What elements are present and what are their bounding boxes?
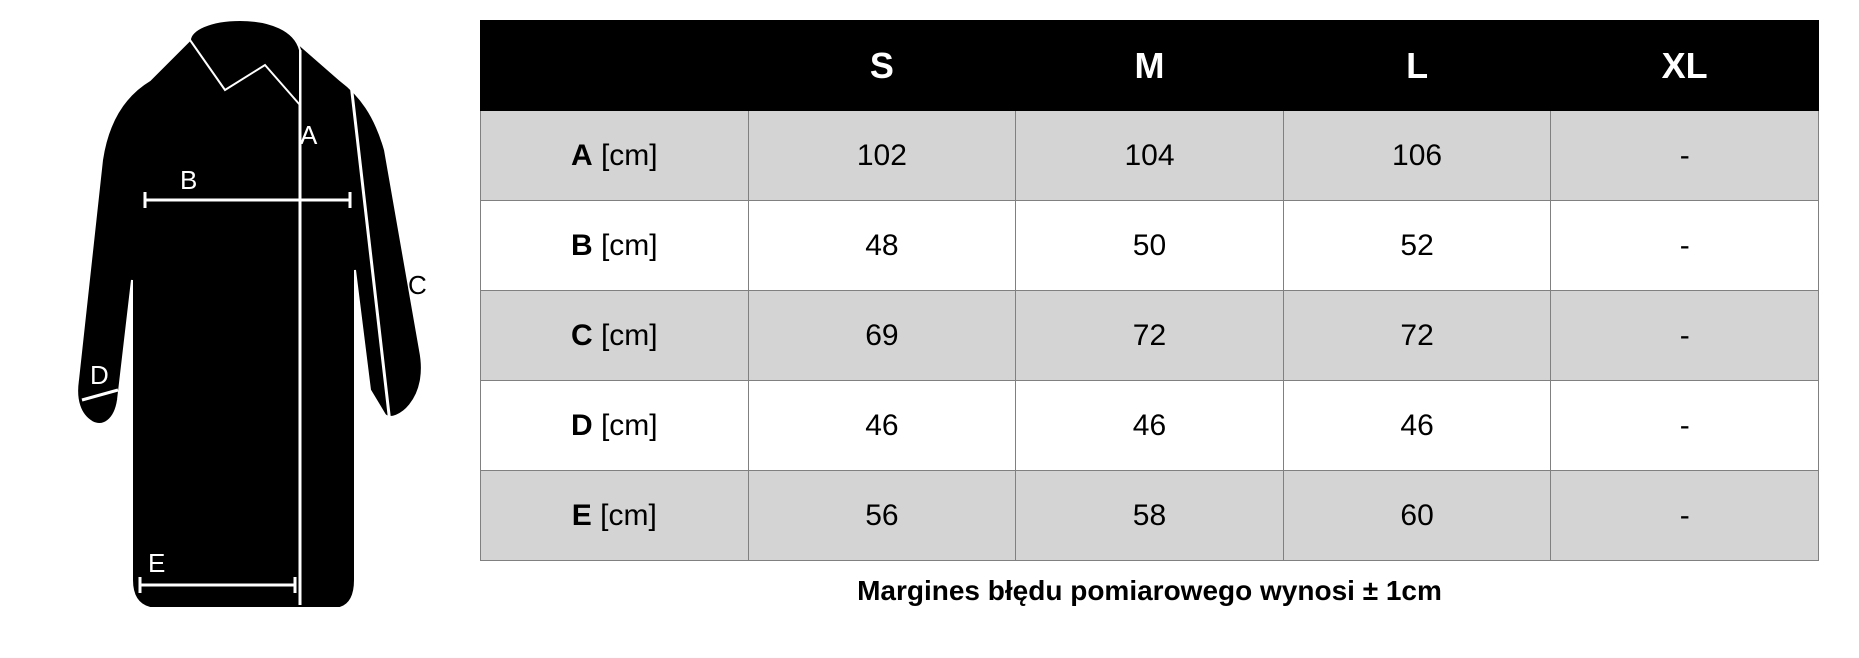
cell: 52 (1283, 201, 1551, 291)
row-label-b: B [cm] (481, 201, 749, 291)
header-size-s: S (748, 21, 1016, 111)
row-label-c: C [cm] (481, 291, 749, 381)
size-chart-layout: A B C D E S M L XL A [cm] 102 104 (40, 20, 1819, 620)
size-table-body: A [cm] 102 104 106 - B [cm] 48 50 52 - C… (481, 111, 1819, 561)
size-table: S M L XL A [cm] 102 104 106 - B [cm] 48 (480, 20, 1819, 561)
cell: - (1551, 111, 1819, 201)
cell: 46 (1283, 381, 1551, 471)
table-row: E [cm] 56 58 60 - (481, 471, 1819, 561)
cell: - (1551, 471, 1819, 561)
table-row: A [cm] 102 104 106 - (481, 111, 1819, 201)
cell: 46 (1016, 381, 1284, 471)
header-size-l: L (1283, 21, 1551, 111)
diagram-label-a: A (300, 120, 317, 151)
cell: - (1551, 291, 1819, 381)
garment-svg (40, 20, 440, 620)
diagram-label-c: C (408, 270, 427, 301)
cell: 69 (748, 291, 1016, 381)
cell: 72 (1016, 291, 1284, 381)
cell: 72 (1283, 291, 1551, 381)
measurement-footnote: Margines błędu pomiarowego wynosi ± 1cm (480, 575, 1819, 607)
header-size-xl: XL (1551, 21, 1819, 111)
table-row: C [cm] 69 72 72 - (481, 291, 1819, 381)
cell: 48 (748, 201, 1016, 291)
cell: - (1551, 381, 1819, 471)
cell: 56 (748, 471, 1016, 561)
table-container: S M L XL A [cm] 102 104 106 - B [cm] 48 (480, 20, 1819, 607)
cell: 60 (1283, 471, 1551, 561)
diagram-label-e: E (148, 548, 165, 579)
diagram-label-d: D (90, 360, 109, 391)
cell: 58 (1016, 471, 1284, 561)
cell: 104 (1016, 111, 1284, 201)
header-row: S M L XL (481, 21, 1819, 111)
cell: 50 (1016, 201, 1284, 291)
cell: 106 (1283, 111, 1551, 201)
header-size-m: M (1016, 21, 1284, 111)
cell: 46 (748, 381, 1016, 471)
row-label-d: D [cm] (481, 381, 749, 471)
garment-diagram: A B C D E (40, 20, 440, 620)
row-label-a: A [cm] (481, 111, 749, 201)
table-row: B [cm] 48 50 52 - (481, 201, 1819, 291)
diagram-label-b: B (180, 165, 197, 196)
header-blank (481, 21, 749, 111)
table-row: D [cm] 46 46 46 - (481, 381, 1819, 471)
size-table-header: S M L XL (481, 21, 1819, 111)
cell: 102 (748, 111, 1016, 201)
row-label-e: E [cm] (481, 471, 749, 561)
cell: - (1551, 201, 1819, 291)
